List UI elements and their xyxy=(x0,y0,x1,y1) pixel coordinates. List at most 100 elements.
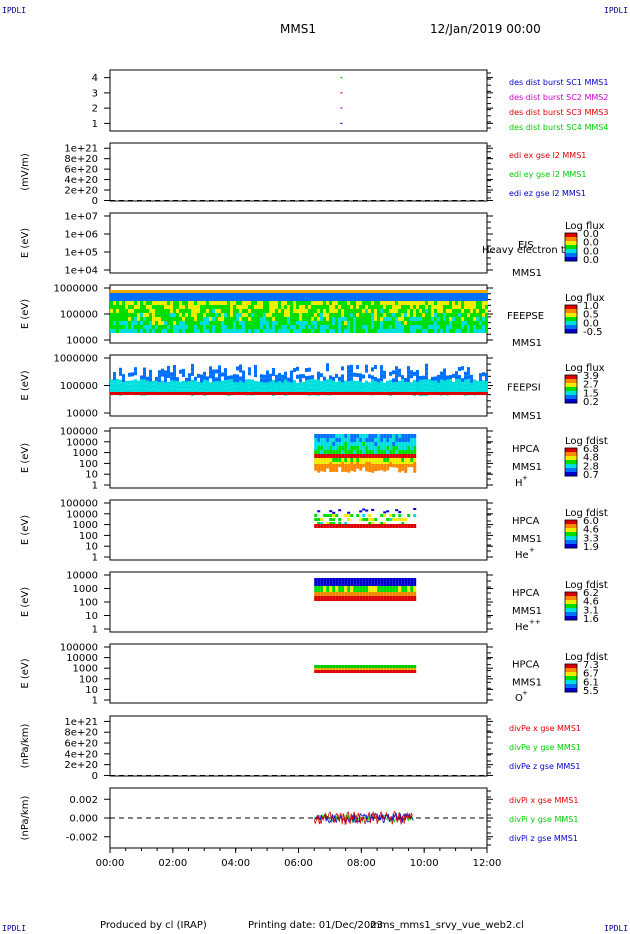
colorbar-band xyxy=(565,460,577,465)
heatmap-cell xyxy=(431,290,434,293)
divpi-trace xyxy=(313,810,414,826)
heatmap-cell xyxy=(374,313,377,317)
heatmap-cell xyxy=(146,297,149,301)
heatmap-cell xyxy=(281,325,284,329)
heatmap-cell xyxy=(122,386,125,391)
heatmap-cell xyxy=(386,510,390,513)
heatmap-cell xyxy=(338,438,342,442)
heatmap-cell xyxy=(314,518,318,521)
heatmap-cell xyxy=(236,305,239,309)
heatmap-cell xyxy=(392,446,396,450)
heatmap-cell xyxy=(374,524,378,528)
heatmap-cell xyxy=(344,524,348,528)
overlay-text: Heavy electron tot xyxy=(482,245,575,256)
heatmap-cell xyxy=(320,592,324,596)
heatmap-cell xyxy=(260,309,263,313)
heatmap-cell xyxy=(275,317,278,321)
heatmap-cell xyxy=(467,329,470,333)
heatmap-cell xyxy=(389,668,393,670)
heatmap-cell xyxy=(404,389,407,394)
heatmap-cell xyxy=(350,388,353,393)
heatmap-cell xyxy=(308,383,311,388)
heatmap-cell xyxy=(395,378,398,383)
heatmap-cell xyxy=(224,297,227,301)
heatmap-cell xyxy=(194,388,197,393)
heatmap-cell xyxy=(218,317,221,321)
heatmap-cell xyxy=(305,297,308,301)
heatmap-cell xyxy=(368,464,372,473)
heatmap-cell xyxy=(458,313,461,317)
heatmap-cell xyxy=(458,305,461,309)
heatmap-cell xyxy=(482,309,485,313)
heatmap-cell xyxy=(227,329,230,333)
heatmap-cell xyxy=(266,325,269,329)
heatmap-cell xyxy=(476,290,479,293)
heatmap-cell xyxy=(311,329,314,333)
heatmap-cell xyxy=(251,321,254,325)
heatmap-cell xyxy=(128,384,131,389)
legend-entry: divPi z gse MMS1 xyxy=(509,834,578,843)
heatmap-cell xyxy=(251,293,254,297)
heatmap-cell xyxy=(269,290,272,293)
heatmap-cell xyxy=(392,317,395,321)
heatmap-cell xyxy=(290,386,293,391)
heatmap-cell xyxy=(269,317,272,321)
heatmap-cell xyxy=(323,464,327,472)
heatmap-cell xyxy=(128,380,131,385)
heatmap-cell xyxy=(425,317,428,321)
heatmap-cell xyxy=(155,305,158,309)
heatmap-cell xyxy=(320,305,323,309)
heatmap-cell xyxy=(356,392,359,395)
heatmap-cell xyxy=(479,329,482,333)
heatmap-cell xyxy=(185,381,188,386)
heatmap-cell xyxy=(461,313,464,317)
heatmap-cell xyxy=(137,325,140,329)
heatmap-cell xyxy=(428,309,431,313)
heatmap-cell xyxy=(368,518,372,521)
heatmap-cell xyxy=(230,305,233,309)
heatmap-cell xyxy=(341,442,345,446)
heatmap-cell xyxy=(365,464,369,472)
heatmap-cell xyxy=(455,392,458,395)
heatmap-cell xyxy=(218,377,221,382)
heatmap-cell xyxy=(407,313,410,317)
heatmap-cell xyxy=(428,392,431,395)
heatmap-cell xyxy=(479,297,482,301)
heatmap-cell xyxy=(410,321,413,325)
heatmap-cell xyxy=(395,370,398,375)
heatmap-cell xyxy=(185,290,188,293)
heatmap-cell xyxy=(191,383,194,388)
ylabel: (mV/m) xyxy=(20,153,31,191)
heatmap-cell xyxy=(347,524,351,528)
heatmap-cell xyxy=(326,514,330,517)
heatmap-cell xyxy=(383,297,386,301)
heatmap-cell xyxy=(359,321,362,325)
heatmap-cell xyxy=(308,301,311,305)
heatmap-cell xyxy=(404,592,408,596)
heatmap-cell xyxy=(134,313,137,317)
heatmap-cell xyxy=(455,317,458,321)
heatmap-cell xyxy=(389,524,393,528)
heatmap-cell xyxy=(413,464,417,473)
heatmap-cell xyxy=(215,389,218,394)
heatmap-cell xyxy=(230,325,233,329)
colorbar-band xyxy=(565,309,577,314)
heatmap-cell xyxy=(200,290,203,293)
heatmap-cell xyxy=(473,317,476,321)
heatmap-cell xyxy=(314,578,318,586)
panel-frame xyxy=(109,427,488,489)
heatmap-cell xyxy=(413,387,416,392)
heatmap-cell xyxy=(341,366,344,371)
heatmap-cell xyxy=(203,313,206,317)
heatmap-cell xyxy=(425,321,428,325)
heatmap-cell xyxy=(476,301,479,305)
heatmap-cell xyxy=(413,301,416,305)
heatmap-cell xyxy=(209,297,212,301)
heatmap-cell xyxy=(482,325,485,329)
heatmap-cell xyxy=(248,301,251,305)
heatmap-cell xyxy=(215,329,218,333)
heatmap-cell xyxy=(191,329,194,333)
heatmap-cell xyxy=(431,380,434,385)
heatmap-cell xyxy=(335,313,338,317)
heatmap-cell xyxy=(359,290,362,293)
